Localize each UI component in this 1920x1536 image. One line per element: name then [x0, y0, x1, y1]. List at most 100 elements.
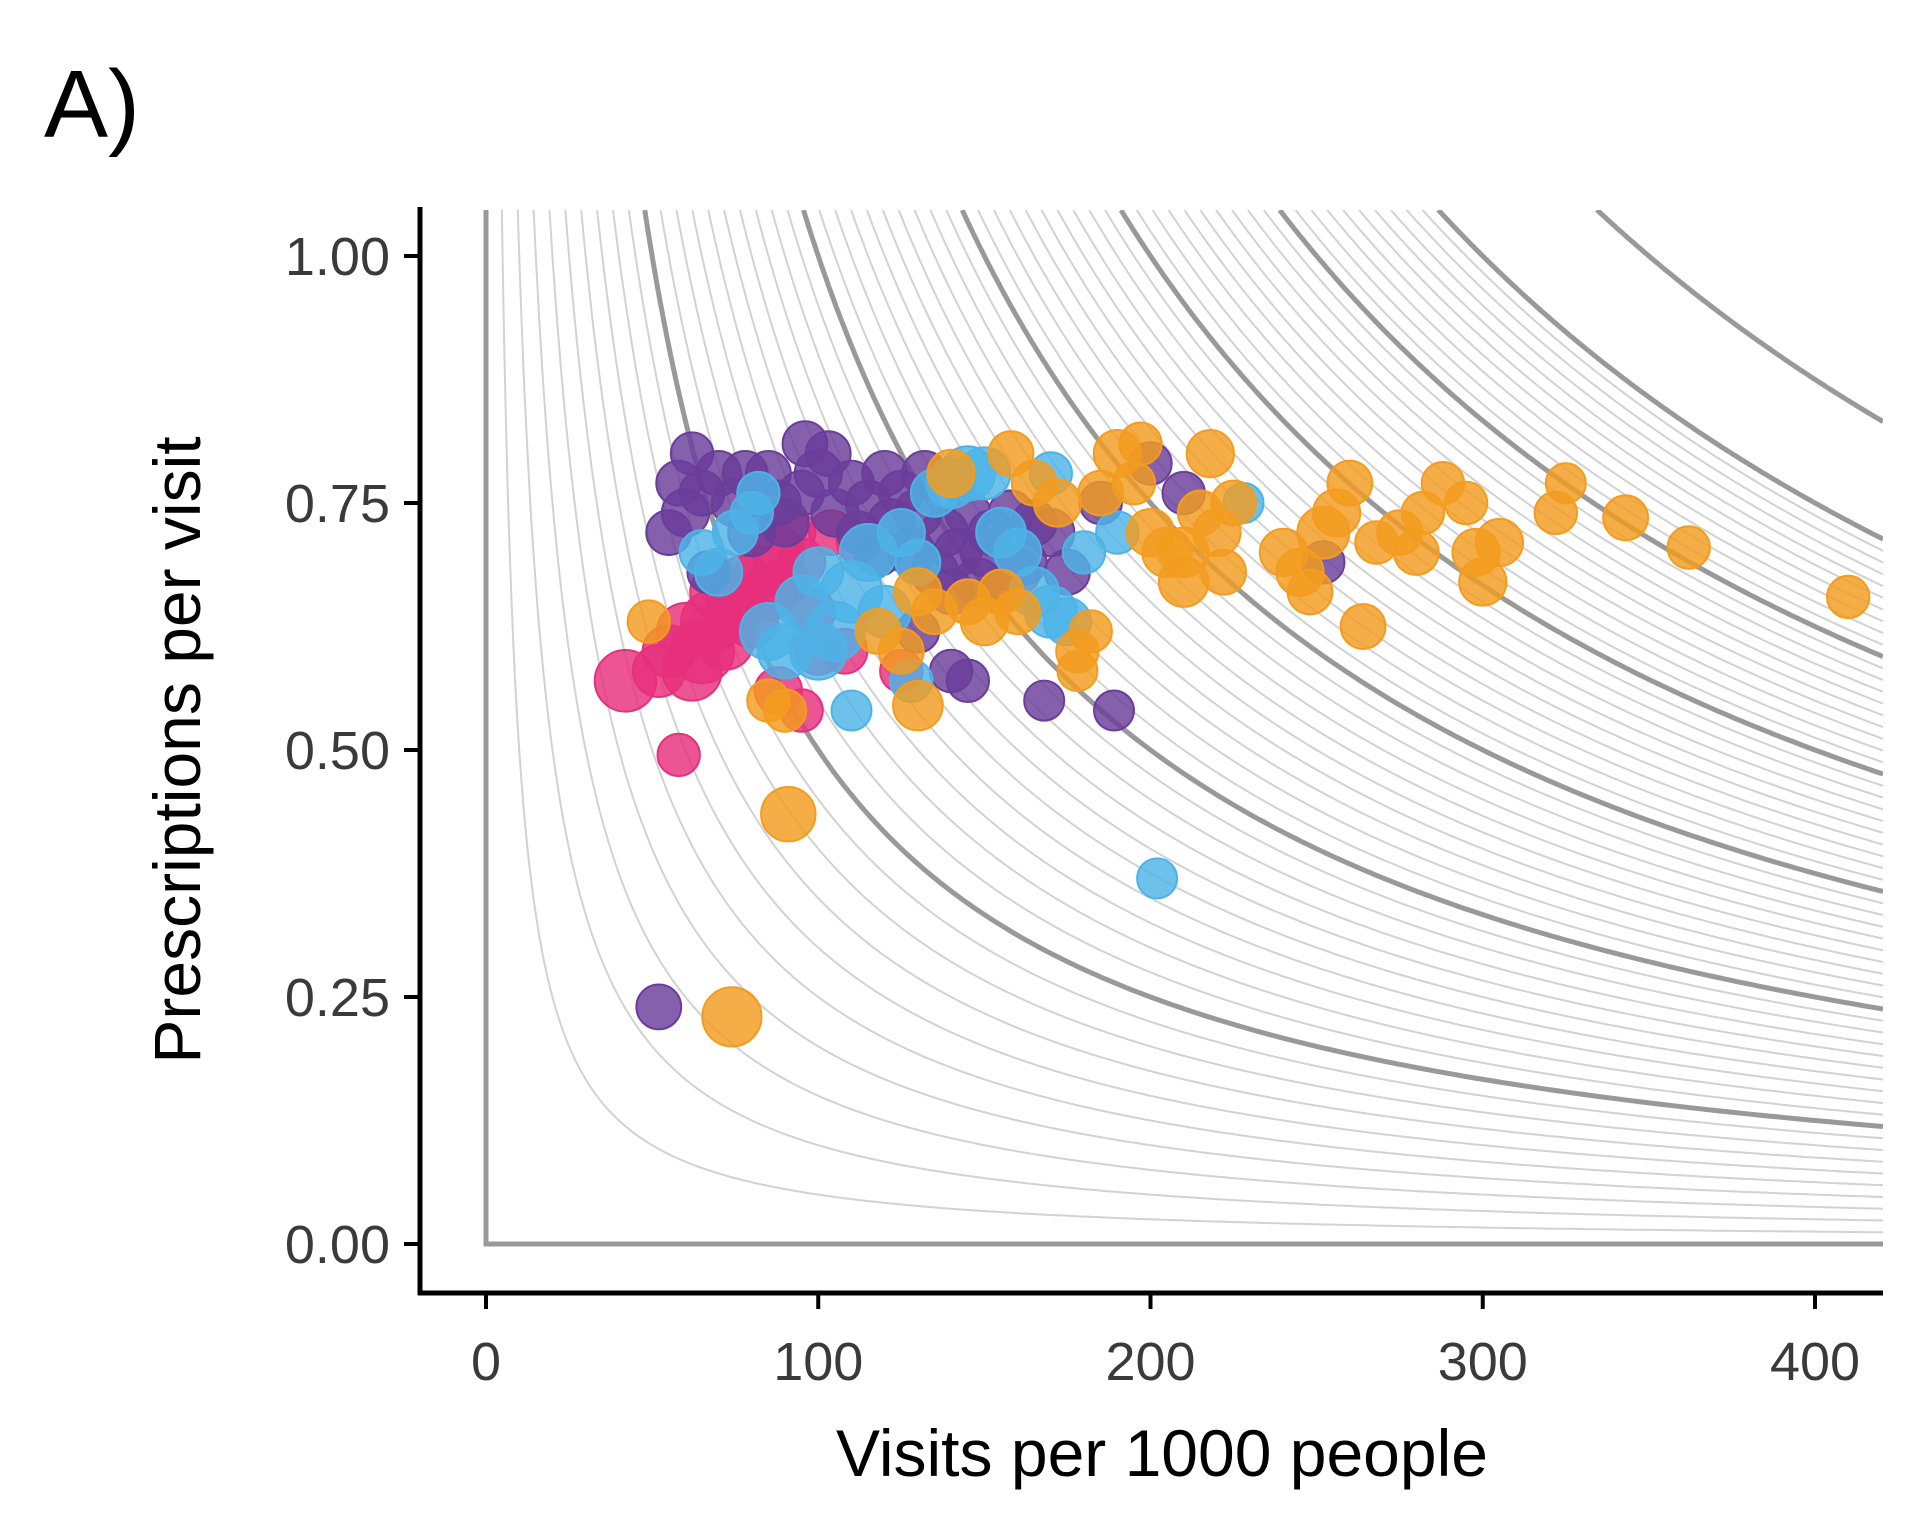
- reference-curve-thin: [1151, 210, 1883, 752]
- reference-curve-thick: [1436, 210, 1883, 542]
- reference-curve-thin: [532, 210, 1883, 1210]
- reference-curve-thin: [1342, 210, 1883, 611]
- reference-curve-thin: [1374, 210, 1883, 587]
- reference-curve-thin: [977, 210, 1883, 881]
- reference-curve-thin: [612, 210, 1883, 1151]
- reference-curves: [483, 210, 1883, 1247]
- reference-curve-thin: [1104, 210, 1883, 787]
- data-point: [892, 679, 944, 732]
- data-point: [656, 732, 701, 778]
- x-tick-label: 200: [1105, 1332, 1195, 1392]
- y-tick-label: 0.50: [285, 721, 390, 781]
- data-point: [1443, 480, 1489, 526]
- data-point: [1544, 462, 1587, 505]
- data-point: [1326, 459, 1374, 507]
- reference-curve-thin: [1390, 210, 1883, 576]
- data-point: [1093, 689, 1135, 732]
- data-point: [1032, 478, 1083, 528]
- reference-curve-thick: [959, 210, 1883, 894]
- data-point: [994, 588, 1041, 636]
- data-point: [1111, 461, 1157, 506]
- reference-curve-thin: [1231, 210, 1883, 693]
- data-point: [830, 689, 873, 732]
- reference-curve-thin: [913, 210, 1883, 928]
- data-point: [1023, 679, 1066, 722]
- data-point: [1185, 429, 1235, 479]
- reference-curve-thin: [754, 210, 1883, 1046]
- reference-curve-thin: [1421, 210, 1883, 552]
- reference-curve-thin: [770, 210, 1883, 1034]
- data-point: [1118, 421, 1163, 466]
- reference-curve-thin: [1135, 210, 1883, 764]
- x-tick-label: 300: [1438, 1332, 1528, 1392]
- data-point: [1339, 603, 1387, 650]
- data-points: [593, 420, 1871, 1048]
- reference-curve-thin: [1167, 210, 1883, 740]
- ticks: 0 100 200 300 400 0.00 0.25 0.50 0.75 1.00: [285, 227, 1860, 1392]
- reference-curve-thin: [1199, 210, 1883, 717]
- reference-curve-thin: [945, 210, 1883, 905]
- y-tick-label: 1.00: [285, 227, 390, 287]
- reference-curve-thin: [866, 210, 1883, 963]
- reference-curve-thin: [516, 210, 1883, 1222]
- reference-curve-thin: [834, 210, 1883, 987]
- reference-curve-thin: [1405, 210, 1883, 564]
- data-point: [1061, 530, 1107, 575]
- x-tick-label: 0: [471, 1332, 501, 1392]
- reference-curve-thin: [1183, 210, 1883, 729]
- data-point: [1068, 609, 1113, 654]
- data-point: [762, 688, 808, 733]
- data-point: [877, 627, 925, 675]
- reference-curve-thin: [1294, 210, 1883, 646]
- data-point: [760, 786, 817, 843]
- reference-curve-thin: [929, 210, 1883, 916]
- reference-curve-thin: [1263, 210, 1883, 670]
- data-point: [1056, 650, 1099, 692]
- reference-curve-thin: [786, 210, 1883, 1022]
- reference-curve-thin: [897, 210, 1883, 940]
- data-point: [1136, 857, 1179, 900]
- reference-curve-thick: [1595, 210, 1883, 424]
- data-point: [626, 599, 671, 644]
- data-point: [1602, 494, 1649, 542]
- data-point: [1474, 517, 1525, 568]
- data-point: [1666, 525, 1711, 570]
- panel-label: A): [44, 51, 140, 158]
- y-tick-label: 0.75: [285, 474, 390, 534]
- data-point: [1286, 568, 1334, 616]
- data-point: [788, 621, 848, 681]
- data-point: [1826, 574, 1871, 620]
- data-point: [1157, 526, 1210, 579]
- data-point: [1392, 529, 1440, 576]
- data-point: [945, 658, 990, 703]
- y-tick-label: 0.25: [285, 968, 390, 1028]
- reference-curve-thick: [483, 210, 1883, 1247]
- reference-curve-thin: [500, 210, 1883, 1234]
- data-point: [1200, 548, 1247, 596]
- x-tick-label: 100: [773, 1332, 863, 1392]
- reference-curve-thick: [801, 210, 1883, 1012]
- reference-curve-thin: [1326, 210, 1883, 623]
- y-tick-label: 0.00: [285, 1215, 390, 1275]
- reference-curve-thick: [1118, 210, 1883, 777]
- data-point: [701, 986, 763, 1048]
- data-point: [926, 448, 976, 498]
- reference-curve-thin: [1247, 210, 1883, 682]
- x-tick-label: 400: [1770, 1332, 1860, 1392]
- reference-curve-thin: [548, 210, 1883, 1198]
- reference-curve-thin: [1215, 210, 1883, 705]
- data-point: [736, 470, 781, 516]
- y-axis-title: Prescriptions per visit: [140, 436, 214, 1063]
- series-3: [626, 421, 1871, 1048]
- reference-curve-thin: [881, 210, 1883, 952]
- reference-curve-thick: [1277, 210, 1883, 659]
- reference-curve-thin: [850, 210, 1883, 975]
- reference-curve-thin: [818, 210, 1883, 999]
- data-point: [1210, 479, 1257, 527]
- x-axis-title: Visits per 1000 people: [836, 1416, 1488, 1490]
- reference-curve-thin: [564, 210, 1883, 1187]
- reference-curve-thin: [707, 210, 1883, 1081]
- data-point: [635, 983, 683, 1031]
- reference-curve-thin: [1358, 210, 1883, 599]
